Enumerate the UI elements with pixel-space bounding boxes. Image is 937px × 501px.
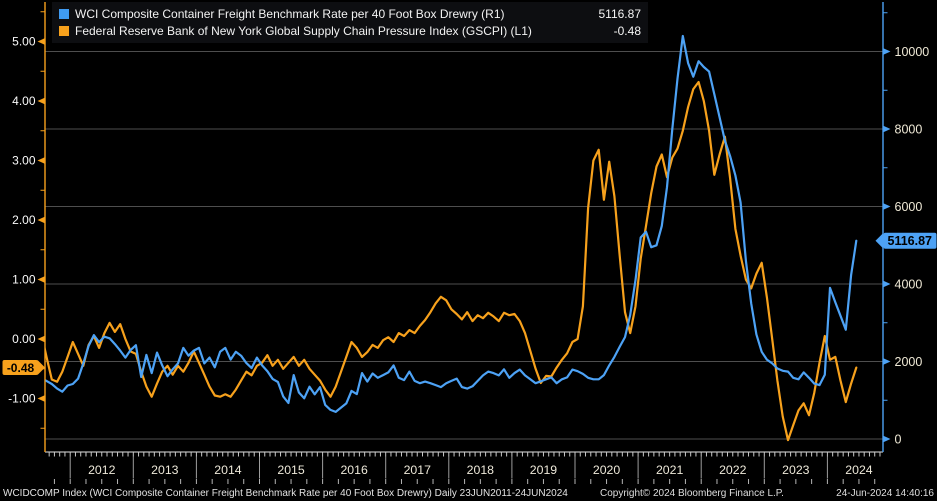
gscpi-line (45, 80, 858, 442)
x-tick-label: 2019 (530, 463, 558, 477)
right-axis-tick-label: 4000 (895, 277, 923, 291)
x-tick-label: 2023 (782, 463, 810, 477)
wci-line (45, 34, 858, 413)
left-axis-tick-label: 1.00 (12, 273, 36, 287)
x-tick-label: 2020 (593, 463, 621, 477)
x-axis: 2012 2013 2014 2015 2016 2017 2018 2019 2020 2021… (45, 451, 883, 484)
gscpi-last-value-badge: -0.48 (2, 360, 45, 376)
copyright-text: Copyright© 2024 Bloomberg Finance L.P. (600, 488, 784, 499)
left-axis-tick-label: 5.00 (12, 35, 36, 49)
wci-series-swatch (59, 9, 69, 19)
timestamp: 24-Jun-2024 14:40:16 (836, 488, 934, 499)
x-tick-label: 2015 (277, 463, 305, 477)
x-tick-label: 2017 (404, 463, 432, 477)
left-axis-tick-label: 0.00 (12, 332, 36, 346)
left-axis: 5.00 4.00 3.00 2.00 1.00 0.00 -1.00 (8, 2, 46, 452)
x-tick-label: 2024 (845, 463, 873, 477)
svg-text:5116.87: 5116.87 (888, 234, 933, 248)
chart-legend: WCI Composite Container Freight Benchmar… (52, 2, 648, 43)
legend-row-gscpi[interactable]: Federal Reserve Bank of New York Global … (59, 23, 641, 39)
left-axis-tick-label: 3.00 (12, 154, 36, 168)
right-axis-tick-label: 10000 (895, 45, 930, 59)
right-axis-tick-label: 6000 (895, 200, 923, 214)
x-tick-label: 2018 (467, 463, 495, 477)
left-axis-tick-label: -1.00 (8, 392, 36, 406)
right-axis-tick-label: 0 (895, 432, 902, 446)
wci-last-value: 5116.87 (598, 7, 642, 21)
wci-last-value-badge: 5116.87 (875, 232, 937, 249)
gridlines (45, 51, 883, 440)
x-tick-label: 2014 (214, 463, 242, 477)
x-tick-label: 2021 (656, 463, 684, 477)
right-axis-tick-label: 2000 (895, 355, 923, 369)
gscpi-series-swatch (59, 26, 69, 36)
x-tick-label: 2022 (719, 463, 747, 477)
status-bar: WCIDCOMP Index (WCI Composite Container … (0, 485, 937, 501)
gscpi-last-value: -0.48 (613, 24, 641, 38)
wci-series-label: WCI Composite Container Freight Benchmar… (75, 7, 505, 21)
x-tick-label: 2016 (340, 463, 368, 477)
legend-row-wci[interactable]: WCI Composite Container Freight Benchmar… (59, 6, 641, 22)
ticker-description: WCIDCOMP Index (WCI Composite Container … (3, 488, 568, 499)
x-tick-label: 2012 (88, 463, 116, 477)
left-axis-tick-label: 4.00 (12, 94, 36, 108)
right-axis: 10000 8000 6000 4000 2000 0 (882, 2, 930, 452)
svg-text:-0.48: -0.48 (7, 361, 35, 375)
right-axis-tick-label: 8000 (895, 122, 923, 136)
left-axis-tick-label: 2.00 (12, 213, 36, 227)
x-tick-label: 2013 (151, 463, 179, 477)
gscpi-series-label: Federal Reserve Bank of New York Global … (75, 24, 532, 38)
